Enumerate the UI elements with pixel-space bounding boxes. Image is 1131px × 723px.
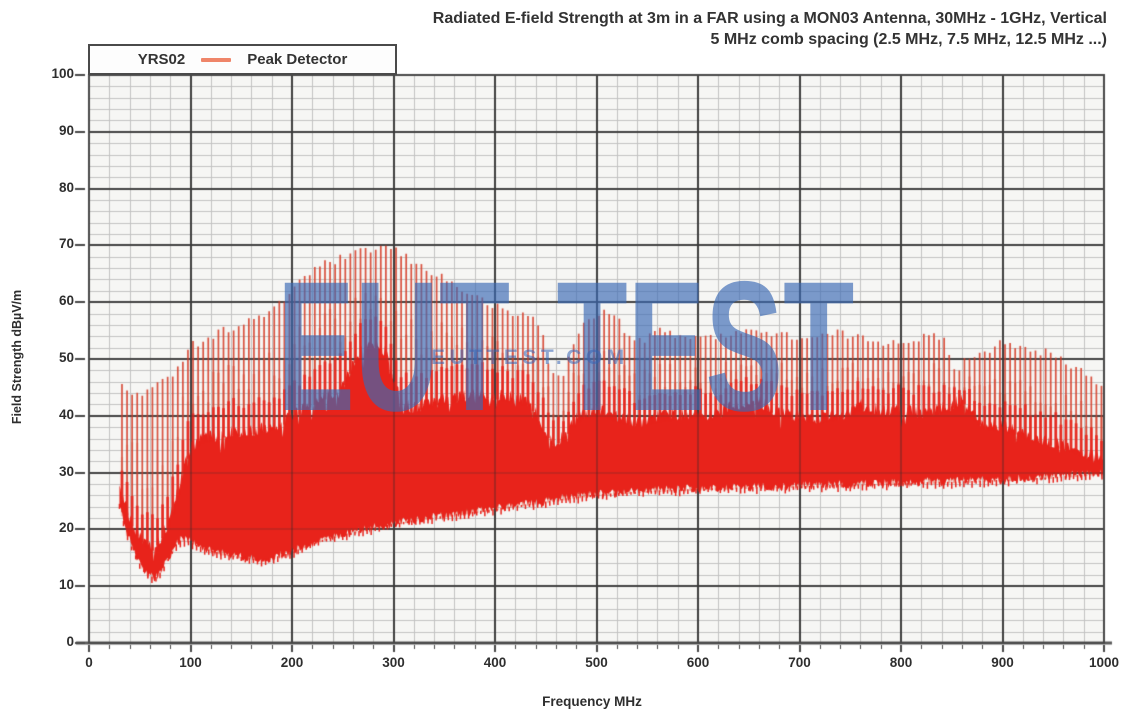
x-tick-label: 0 (85, 655, 93, 670)
legend-line-swatch (201, 57, 232, 62)
x-tick-label: 1000 (1088, 655, 1120, 670)
x-axis-title: Frequency MHz (542, 694, 642, 709)
chart-title-line2: 5 MHz comb spacing (2.5 MHz, 7.5 MHz, 12… (710, 31, 1107, 48)
x-tick-label: 200 (280, 655, 304, 670)
chart-title: Radiated E-field Strength at 3m in a FAR… (433, 8, 1107, 50)
y-tick-label: 20 (58, 520, 74, 536)
y-tick-label: 50 (58, 350, 74, 365)
y-tick-label: 60 (58, 293, 74, 309)
y-tick-label: 40 (58, 406, 74, 422)
y-tick-label: 100 (51, 66, 74, 81)
y-tick-label: 80 (58, 179, 74, 195)
x-tick-label: 500 (585, 655, 608, 670)
y-axis-title: Field Strength dBµV/m (10, 289, 24, 425)
y-tick-label: 30 (58, 463, 74, 479)
legend-detector-label: Peak Detector (247, 51, 348, 68)
chart-title-line1: Radiated E-field Strength at 3m in a FAR… (432, 10, 1107, 27)
x-tick-label: 300 (382, 655, 405, 670)
y-tick-label: 90 (58, 122, 74, 138)
legend-series-name: YRS02 (137, 51, 186, 68)
x-tick-label: 600 (686, 655, 710, 670)
x-tick-label: 900 (991, 655, 1014, 670)
x-tick-label: 700 (788, 655, 811, 670)
x-tick-label: 800 (889, 655, 913, 670)
x-tick-label: 100 (179, 655, 202, 670)
y-tick-label: 70 (58, 236, 74, 252)
legend: YRS02 Peak Detector (88, 44, 397, 75)
y-tick-label: 10 (58, 577, 74, 593)
x-tick-label: 400 (483, 655, 507, 670)
y-tick-label: 0 (66, 634, 74, 649)
